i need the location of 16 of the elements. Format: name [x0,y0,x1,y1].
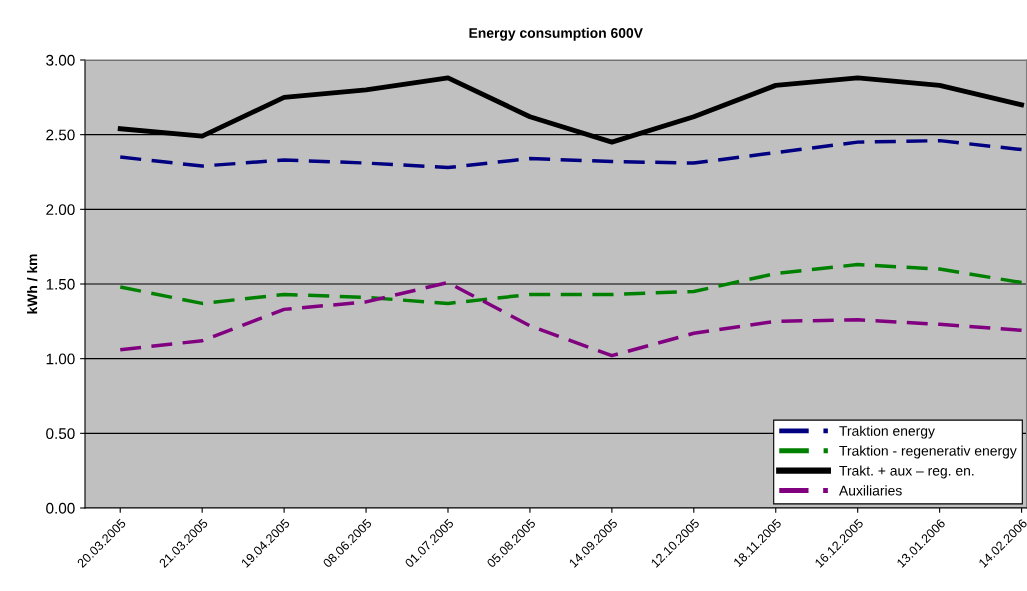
y-tick-label: 1.00 [46,353,75,365]
y-tick-label: 0.50 [46,428,75,440]
y-axis-title: kWh / km [27,254,38,314]
line-series [118,138,1024,170]
legend-label: Traktion - regenerativ energy [839,445,1017,459]
y-tick-label: 2.00 [46,204,75,216]
y-tick-label: 2.50 [46,129,75,141]
legend-label: Trakt. + aux – reg. en. [839,465,974,479]
y-tick-label: 0.00 [46,502,75,514]
legend-label: Auxiliaries [839,485,902,496]
y-tick-label: 1.50 [46,278,75,290]
chart-title: Energy consumption 600V [469,27,643,41]
line-series [118,280,1024,358]
legend-label: Traktion energy [839,425,935,439]
y-tick-label: 3.00 [46,54,75,66]
line-series [118,262,1024,306]
